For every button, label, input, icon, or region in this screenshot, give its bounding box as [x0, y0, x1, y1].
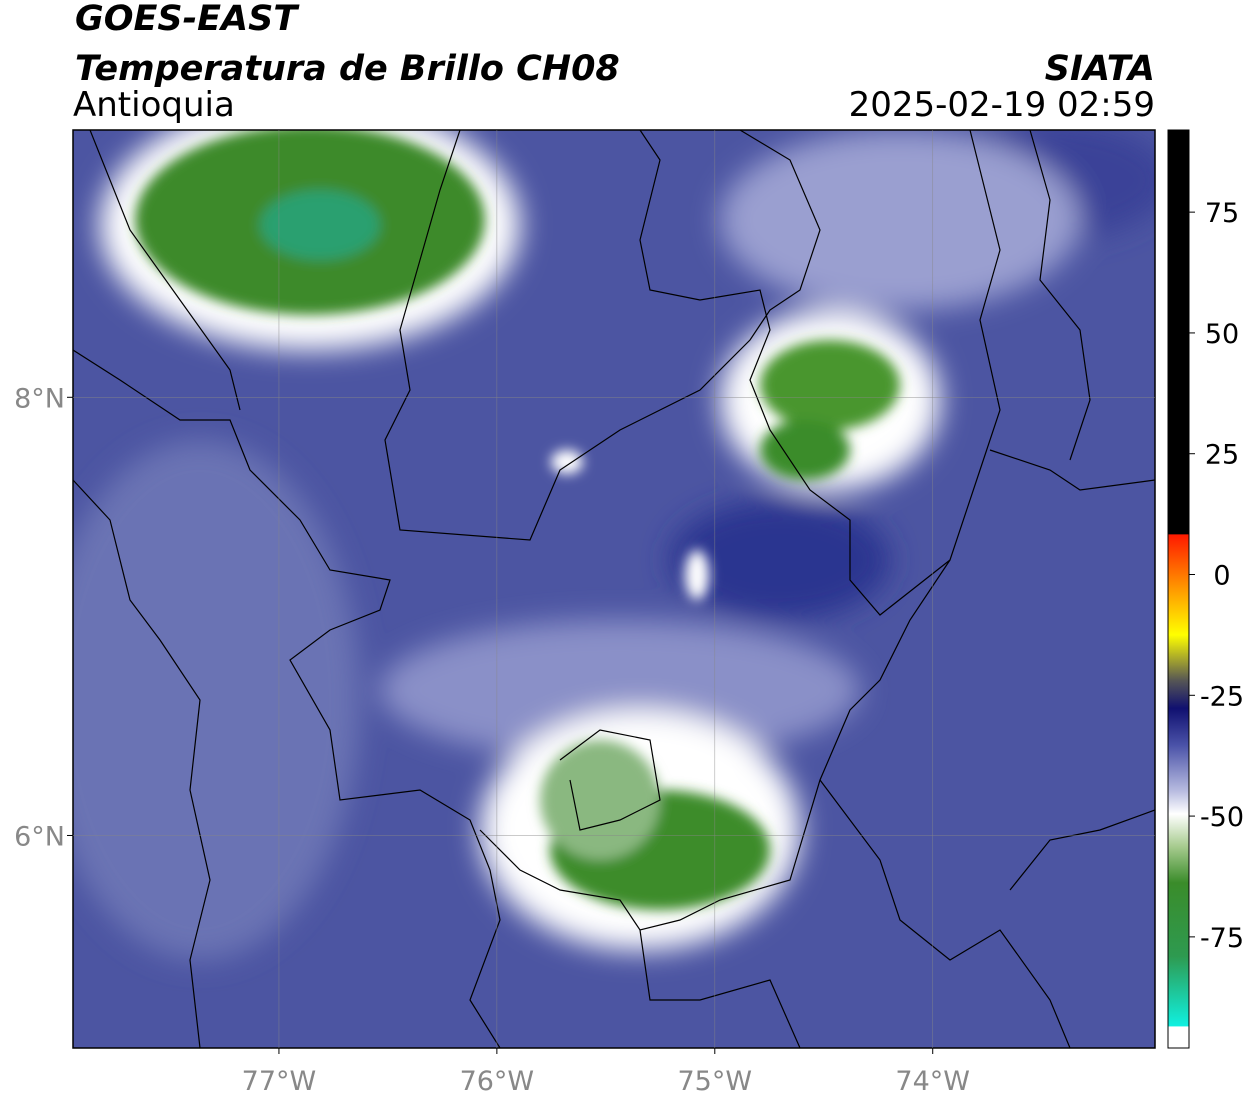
colorbar-tick-label: 0 [1213, 561, 1230, 592]
colorbar-tick-label: -75 [1200, 923, 1244, 954]
y-tick-label: 8°N [14, 383, 65, 414]
colorbar-tick-label: 75 [1205, 198, 1239, 229]
y-tick-label: 6°N [14, 821, 65, 852]
map-frame [72, 129, 1156, 1049]
datetime: 2025-02-19 02:59 [849, 85, 1155, 125]
colorbar-tick-label: -25 [1200, 681, 1244, 712]
subtitle: Temperatura de Brillo CH08 [75, 49, 620, 89]
satellite-image [73, 130, 1155, 1048]
agency: SIATA [1045, 49, 1155, 89]
x-tick-label: 75°W [678, 1066, 753, 1097]
colorbar [1167, 129, 1190, 1049]
title: GOES-EAST [75, 0, 300, 39]
x-tick-label: 74°W [895, 1066, 970, 1097]
x-tick-label: 77°W [242, 1066, 317, 1097]
x-tick-label: 76°W [460, 1066, 535, 1097]
colorbar-tick-label: 25 [1205, 440, 1239, 471]
colorbar-tick-label: 50 [1205, 319, 1239, 350]
region: Antioquia [73, 85, 235, 125]
borders [73, 130, 1155, 1048]
colorbar-tick-label: -50 [1200, 802, 1244, 833]
